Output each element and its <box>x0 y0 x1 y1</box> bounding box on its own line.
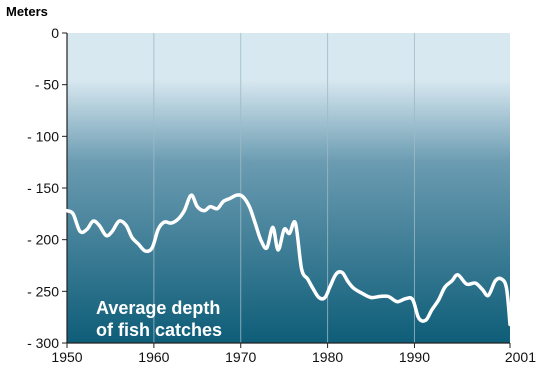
y-tick-label: - 250 <box>27 283 59 299</box>
x-tick-label: 2001 <box>505 349 536 365</box>
x-tick-label: 1950 <box>51 349 82 365</box>
x-tick-labels: 1950 1960 1970 1980 1990 2001 <box>51 349 536 365</box>
y-tick-label: - 150 <box>27 180 59 196</box>
y-tick-label: - 300 <box>27 335 59 351</box>
plot-background <box>67 33 510 343</box>
x-tick-label: 1970 <box>225 349 256 365</box>
grid-lines <box>153 33 415 343</box>
x-tick-label: 1990 <box>399 349 430 365</box>
y-tick-label: 0 <box>51 25 59 41</box>
y-tick-label: - 50 <box>35 77 59 93</box>
annotation-line-1: Average depth <box>96 298 220 318</box>
x-tick-label: 1960 <box>138 349 169 365</box>
axes <box>62 32 511 348</box>
annotation-line-2: of fish catches <box>96 320 222 340</box>
y-tick-label: - 200 <box>27 232 59 248</box>
series-line-0 <box>65 193 512 327</box>
y-axis-label: Meters <box>6 4 48 19</box>
y-tick-label: - 100 <box>27 128 59 144</box>
y-tick-labels: 0 - 50 - 100 - 150 - 200 - 250 - 300 <box>27 25 59 351</box>
series-layer <box>65 193 512 327</box>
x-tick-label: 1980 <box>312 349 343 365</box>
